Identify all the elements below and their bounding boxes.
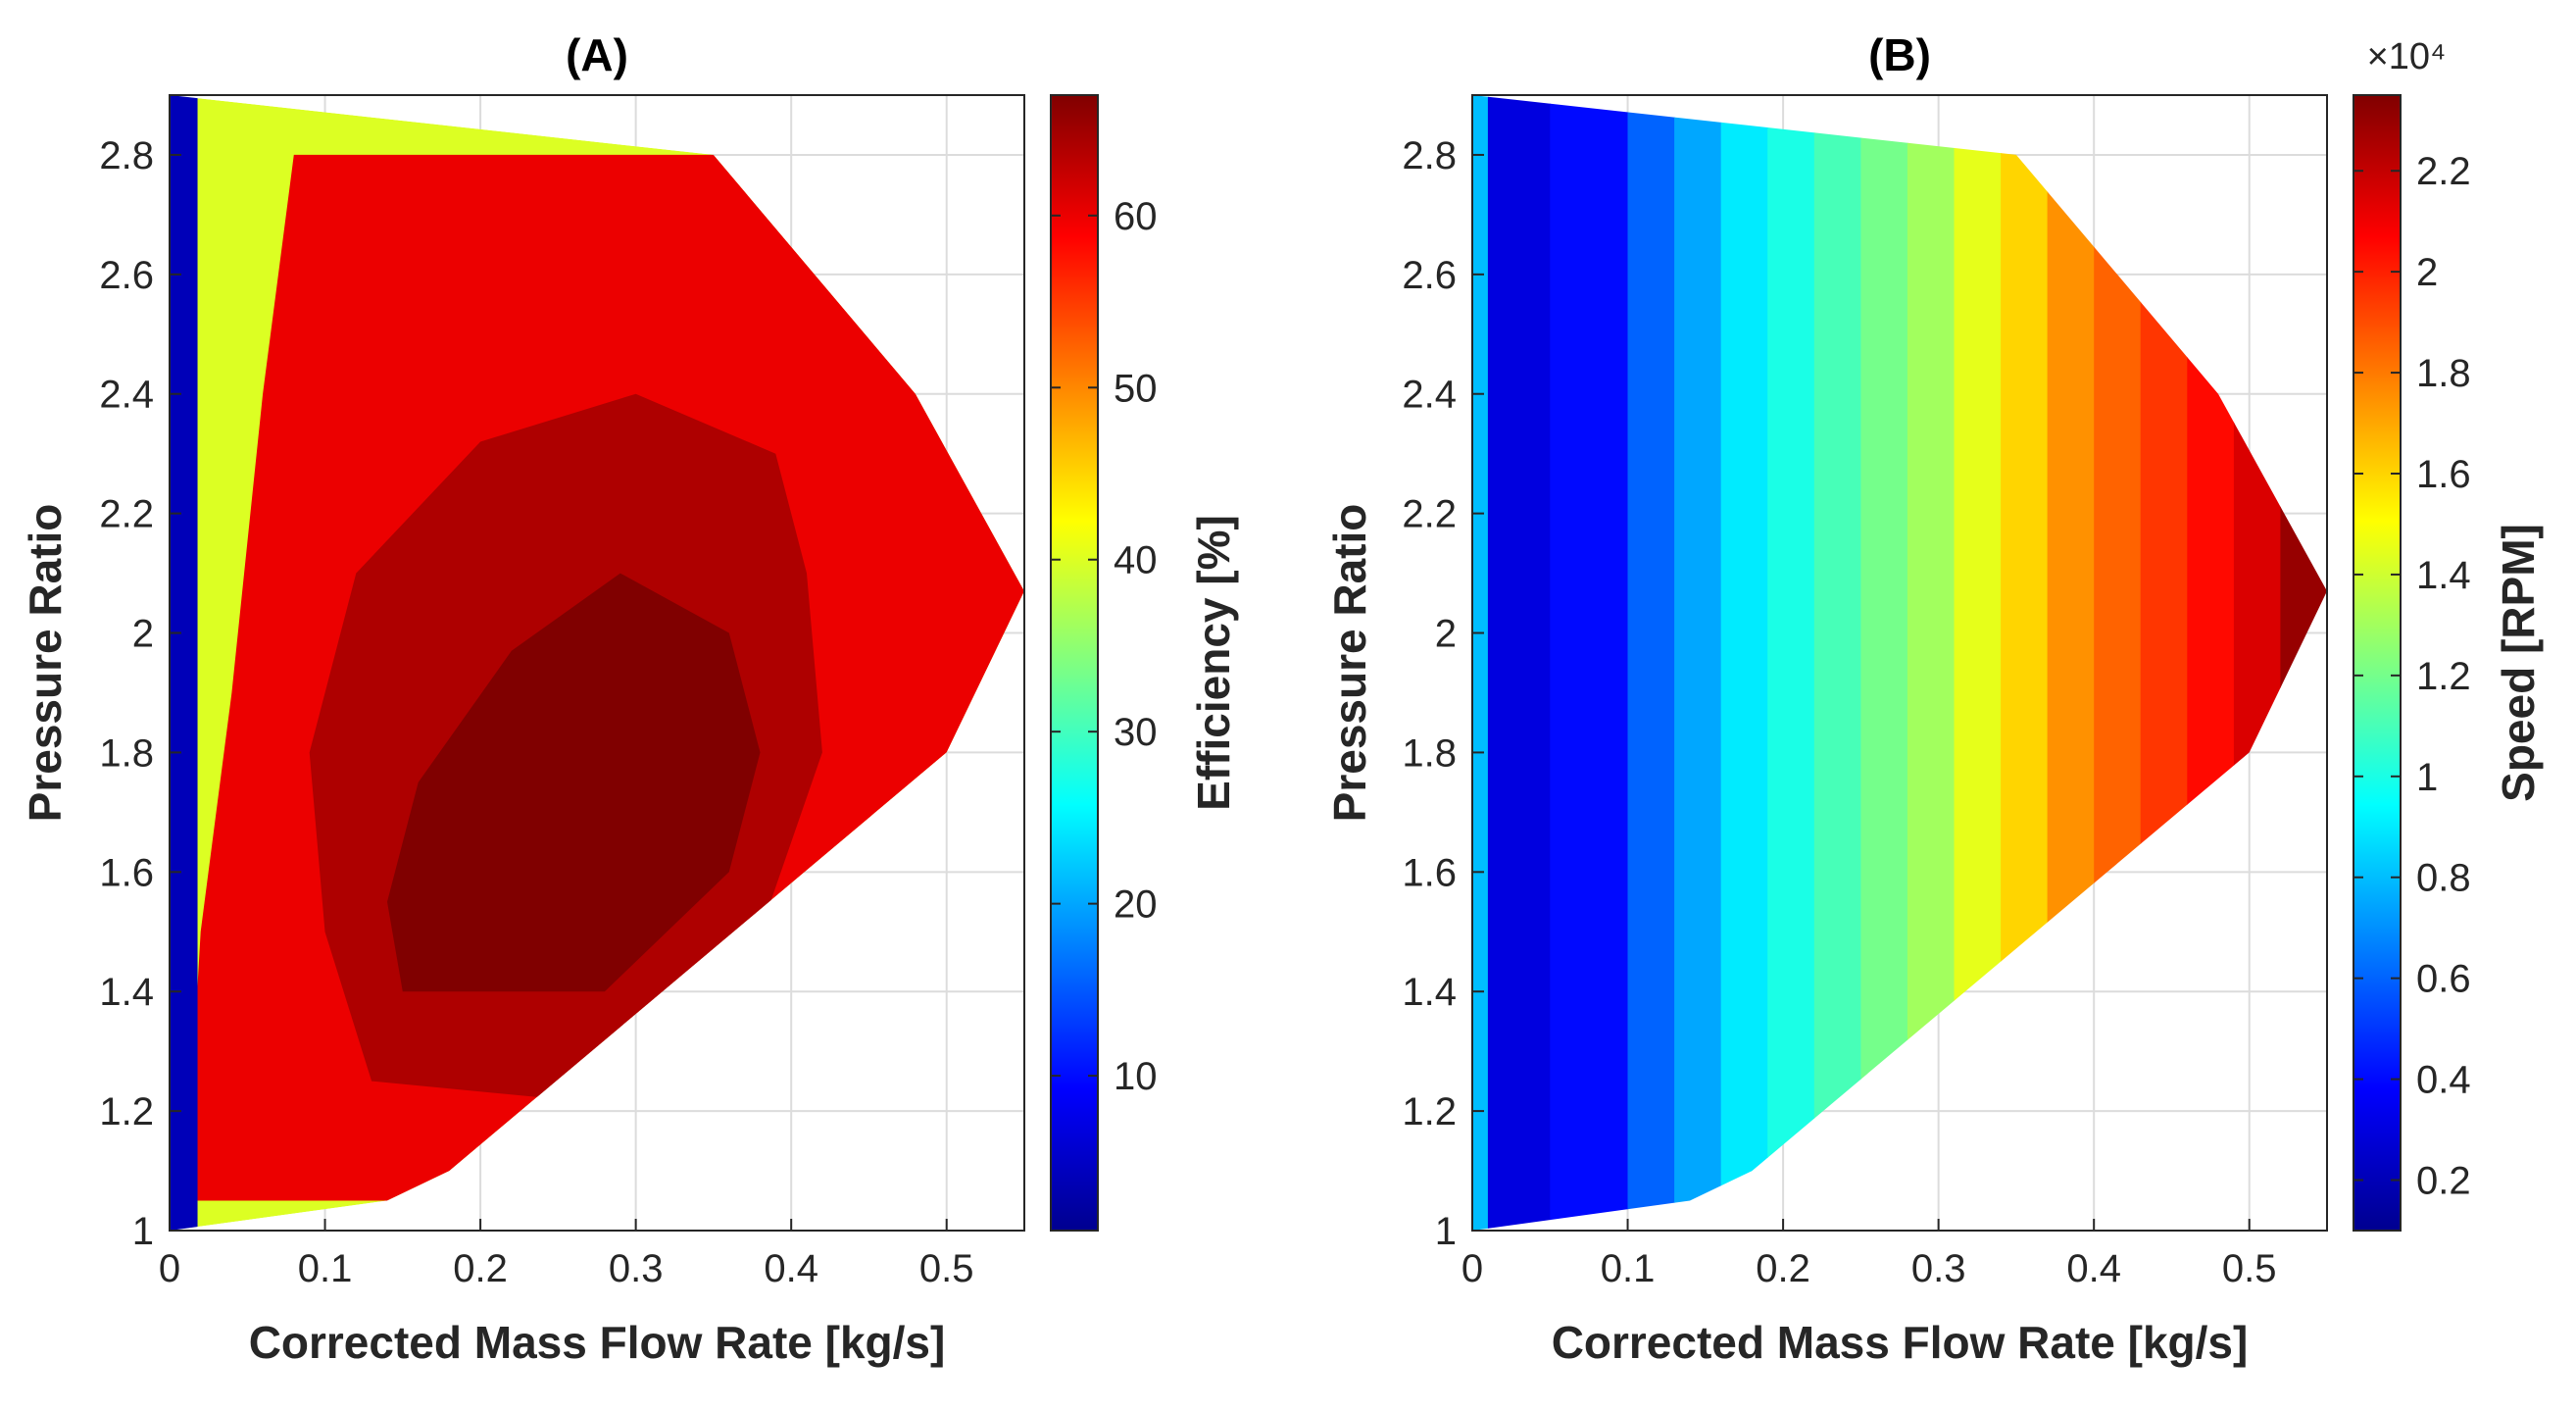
y-tick-label: 1.4	[1402, 971, 1457, 1014]
speed-band	[1487, 95, 1551, 1231]
x-tick-label: 0.3	[1911, 1247, 1966, 1290]
y-tick-label: 2.4	[99, 374, 154, 417]
x-tick-label: 0.2	[1756, 1247, 1810, 1290]
colorbar-tick-label: 0.4	[2416, 1059, 2471, 1102]
x-tick-label: 0.1	[1601, 1247, 1656, 1290]
y-tick-label: 1.6	[1402, 851, 1457, 894]
colorbar-tick-label: 2.2	[2416, 150, 2471, 193]
y-tick-label: 2	[132, 613, 154, 656]
x-tick-label: 0.4	[764, 1247, 818, 1290]
x-ticks-a: 0 0.1 0.2 0.3 0.4 0.5	[159, 1219, 974, 1290]
efficiency-contours	[170, 95, 1024, 1231]
speed-band	[1720, 95, 1768, 1231]
speed-band	[1550, 95, 1629, 1231]
speed-panel: 0 0.1 0.2 0.3 0.4 0.5 1 1.2 1.4 1.6 1.8 2 2.2 2.4 2.6…	[1324, 29, 2544, 1368]
colorbar-tick-label: 0.8	[2416, 857, 2471, 900]
colorbar-b	[2353, 94, 2402, 1232]
y-tick-label: 2	[1435, 613, 1457, 656]
colorbar-tick-label: 10	[1114, 1055, 1158, 1098]
title-a: (A)	[566, 29, 628, 80]
speed-band	[1627, 95, 1675, 1231]
colorbar-multiplier-b: ×10⁴	[2367, 36, 2447, 77]
x-tick-label: 0.2	[453, 1247, 508, 1290]
axes-box-b	[1471, 94, 2328, 1232]
colorbar-tick-label: 1.8	[2416, 352, 2471, 395]
title-b: (B)	[1868, 29, 1931, 80]
x-tick-label: 0.5	[919, 1247, 974, 1290]
x-ticks-b: 0 0.1 0.2 0.3 0.4 0.5	[1461, 1219, 2277, 1290]
colorbar-ticks-a: 10 20 30 40 50 60	[1051, 195, 1158, 1098]
y-tick-label: 1.4	[99, 971, 154, 1014]
colorbar-label-a: Efficiency [%]	[1188, 515, 1239, 811]
colorbar-tick-label: 60	[1114, 195, 1158, 238]
speed-band	[1860, 95, 1908, 1231]
colorbar-tick-label: 20	[1114, 883, 1158, 927]
x-label-b: Corrected Mass Flow Rate [kg/s]	[1552, 1317, 2249, 1368]
axes-box-a	[169, 94, 1025, 1232]
colorbar-tick-label: 30	[1114, 711, 1158, 754]
y-tick-label: 1	[1435, 1210, 1457, 1253]
colorbar-tick-label: 1.4	[2416, 554, 2471, 597]
y-tick-label: 1	[132, 1210, 154, 1253]
x-tick-label: 0	[159, 1247, 180, 1290]
y-tick-label: 1.6	[99, 851, 154, 894]
colorbar-tick-label: 50	[1114, 367, 1158, 410]
speed-band	[1813, 95, 1861, 1231]
y-tick-label: 1.2	[1402, 1090, 1457, 1133]
x-tick-label: 0	[1461, 1247, 1483, 1290]
colorbar-tick-label: 0.2	[2416, 1160, 2471, 1203]
x-label-a: Corrected Mass Flow Rate [kg/s]	[249, 1317, 946, 1368]
y-tick-label: 1.8	[1402, 731, 1457, 775]
efficiency-region-67	[387, 573, 761, 992]
y-tick-label: 2.2	[1402, 493, 1457, 536]
y-label-a: Pressure Ratio	[20, 504, 71, 823]
x-tick-label: 0.3	[609, 1247, 664, 1290]
colorbar-tick-label: 0.6	[2416, 958, 2471, 1001]
y-tick-label: 2.8	[1402, 134, 1457, 177]
colorbar-label-b: Speed [RPM]	[2493, 524, 2544, 802]
y-label-b: Pressure Ratio	[1324, 504, 1375, 823]
speed-band	[1767, 95, 1815, 1231]
y-tick-label: 2.8	[99, 134, 154, 177]
colorbar-tick-label: 40	[1114, 539, 1158, 582]
colorbar-a	[1050, 94, 1099, 1232]
speed-band	[1472, 95, 1489, 1231]
colorbar-tick-label: 1	[2416, 756, 2438, 799]
y-ticks-b: 1 1.2 1.4 1.6 1.8 2 2.2 2.4 2.6 2.8	[1402, 134, 1484, 1253]
colorbar-ticks-b: 0.2 0.4 0.6 0.8 1 1.2 1.4 1.6 1.8 2 2.2	[2353, 150, 2471, 1203]
y-tick-label: 2.4	[1402, 374, 1457, 417]
speed-band	[1674, 95, 1722, 1231]
x-tick-label: 0.5	[2222, 1247, 2277, 1290]
x-tick-label: 0.4	[2066, 1247, 2121, 1290]
colorbar-tick-label: 1.2	[2416, 655, 2471, 698]
colorbar-tick-label: 1.6	[2416, 453, 2471, 496]
y-tick-label: 2.6	[1402, 254, 1457, 297]
y-tick-label: 1.8	[99, 731, 154, 775]
y-ticks-a: 1 1.2 1.4 1.6 1.8 2 2.2 2.4 2.6 2.8	[99, 134, 181, 1253]
y-tick-label: 1.2	[99, 1090, 154, 1133]
efficiency-panel: 0 0.1 0.2 0.3 0.4 0.5 1 1.2 1.4 1.6 1.8 2 2.2 2.4 2.6…	[20, 29, 1239, 1368]
y-tick-label: 2.2	[99, 493, 154, 536]
colorbar-tick-label: 2	[2416, 251, 2438, 294]
x-tick-label: 0.1	[298, 1247, 353, 1290]
y-tick-label: 2.6	[99, 254, 154, 297]
efficiency-low-edge	[170, 95, 198, 1231]
